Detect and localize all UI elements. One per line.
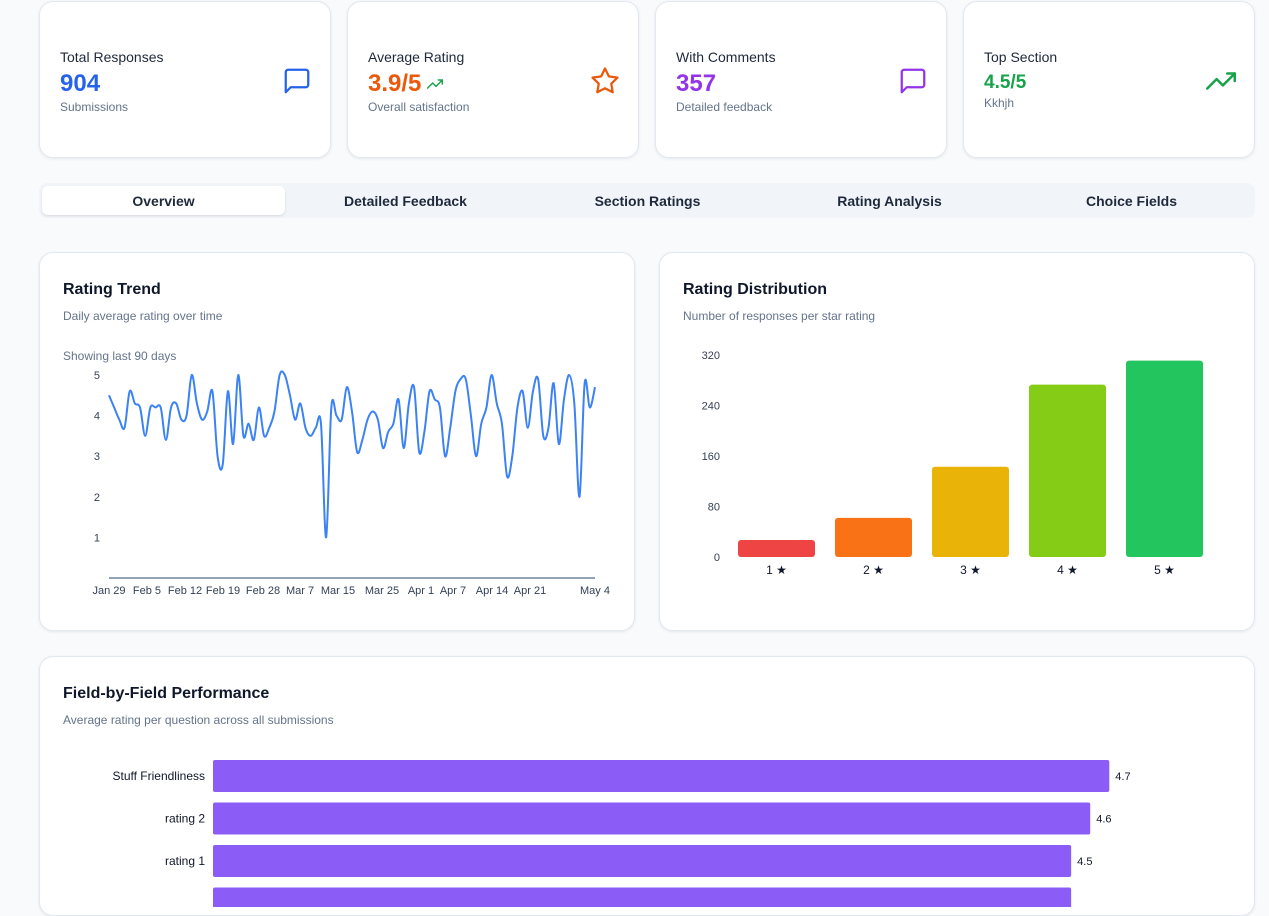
- rating-trend-title: Rating Trend: [63, 281, 161, 298]
- rating-distribution-title: Rating Distribution: [683, 281, 827, 298]
- x-tick-label: Feb 12: [168, 585, 202, 597]
- field-performance-card: Field-by-Field Performance Average ratin…: [39, 656, 1255, 916]
- stat-value: 4.5/5: [984, 72, 1027, 93]
- y-tick-label: 0: [714, 552, 720, 564]
- stat-subtitle: Overall satisfaction: [368, 100, 470, 114]
- x-tick-label: Jan 29: [92, 585, 125, 597]
- stat-subtitle: Kkhjh: [984, 96, 1015, 110]
- x-tick-label: Feb 28: [246, 585, 280, 597]
- stat-value: 3.9/5: [368, 70, 444, 99]
- y-tick-label: 320: [702, 350, 720, 362]
- stat-title: Total Responses: [60, 49, 164, 65]
- rating-distribution-chart: 0 80 160 240 320 1 ★ 2 ★ 3 ★ 4 ★ 5 ★: [702, 350, 1203, 577]
- stat-value: 904: [60, 70, 101, 97]
- y-tick-label: 1: [94, 532, 100, 544]
- x-tick-label: Feb 19: [206, 585, 240, 597]
- rating-distribution-subtitle: Number of responses per star rating: [683, 309, 876, 323]
- star-icon: [590, 66, 620, 96]
- x-tick-label: Feb 5: [133, 585, 161, 597]
- stat-subtitle: Submissions: [60, 100, 129, 114]
- field-bar: [213, 760, 1110, 792]
- tab-rating-analysis[interactable]: Rating Analysis: [837, 192, 942, 209]
- stat-title: Top Section: [984, 49, 1058, 65]
- rating-trend-chart: 1 2 3 4 5 Jan 29 Feb 5 Feb 12 Feb 19 Feb 28 Mar 7 M…: [92, 370, 610, 597]
- y-tick-label: 4: [94, 411, 100, 423]
- y-tick-label: 2: [94, 492, 100, 504]
- stat-card: Top Section 4.5/5 Kkhjh: [963, 1, 1255, 158]
- rating-trend-subtitle: Daily average rating over time: [63, 309, 223, 323]
- field-value-label: 4.5: [1077, 856, 1092, 868]
- category-label: 2 ★: [863, 563, 884, 577]
- field-bar: [213, 845, 1072, 877]
- stat-card: Total Responses 904 Submissions: [39, 1, 331, 158]
- field-bar: [213, 802, 1091, 835]
- x-tick-label: Apr 14: [476, 585, 508, 597]
- x-tick-label: Apr 21: [514, 585, 546, 597]
- category-label: 5 ★: [1154, 563, 1175, 577]
- category-label: 3 ★: [960, 563, 981, 577]
- field-value-label: 4.6: [1096, 814, 1111, 826]
- stat-title: With Comments: [676, 49, 776, 65]
- tab-choice-fields[interactable]: Choice Fields: [1085, 192, 1178, 209]
- tab-overview[interactable]: Overview: [42, 186, 285, 215]
- rating-bar: [835, 517, 912, 557]
- rating-trend-line: [108, 370, 596, 539]
- field-label: rating 2: [165, 812, 205, 826]
- field-performance-title: Field-by-Field Performance: [63, 685, 270, 702]
- tab-detailed-feedback[interactable]: Detailed Feedback: [344, 192, 467, 209]
- field-label: rating 1: [165, 854, 205, 868]
- tab-section-ratings[interactable]: Section Ratings: [594, 192, 701, 209]
- rating-trend-card: Rating Trend Daily average rating over t…: [39, 252, 635, 631]
- trending-up-icon: [1206, 66, 1236, 96]
- stat-title: Average Rating: [368, 49, 465, 65]
- rating-distribution-card: Rating Distribution Number of responses …: [659, 252, 1255, 631]
- y-tick-label: 5: [94, 370, 100, 382]
- field-label: Stuff Friendliness: [113, 769, 206, 783]
- x-tick-label: Mar 15: [321, 585, 355, 597]
- y-tick-label: 240: [702, 401, 720, 413]
- x-tick-label: Mar 25: [365, 585, 399, 597]
- rating-trend-note: Showing last 90 days: [63, 349, 177, 363]
- rating-bar: [1126, 360, 1203, 557]
- stat-card: With Comments 357 Detailed feedback: [655, 1, 947, 158]
- tabs-bar: Overview Detailed Feedback Section Ratings…: [39, 183, 1255, 218]
- message-square-icon: [282, 66, 312, 96]
- x-tick-label: Apr 1: [408, 585, 434, 597]
- y-tick-label: 3: [94, 451, 100, 463]
- trending-up-icon: [427, 71, 444, 99]
- y-tick-label: 80: [708, 502, 720, 514]
- stat-value: 357: [676, 70, 717, 97]
- field-value-label: 4.7: [1115, 771, 1130, 783]
- x-tick-label: May 4: [580, 585, 610, 597]
- y-tick-label: 160: [702, 451, 720, 463]
- stat-card: Average Rating 3.9/5 Overall satisfaction: [347, 1, 639, 158]
- field-bar: [213, 887, 1072, 907]
- rating-bar: [932, 466, 1009, 557]
- message-square-icon: [898, 66, 928, 96]
- field-performance-chart: Stuff Friendliness 4.7 rating 2 4.6 rating 1…: [113, 760, 1131, 907]
- rating-bar: [738, 539, 815, 557]
- category-label: 1 ★: [766, 563, 787, 577]
- field-performance-subtitle: Average rating per question across all s…: [63, 713, 334, 727]
- category-label: 4 ★: [1057, 563, 1078, 577]
- stat-subtitle: Detailed feedback: [676, 100, 773, 114]
- rating-bar: [1029, 384, 1106, 557]
- x-tick-label: Apr 7: [440, 585, 466, 597]
- x-tick-label: Mar 7: [286, 585, 314, 597]
